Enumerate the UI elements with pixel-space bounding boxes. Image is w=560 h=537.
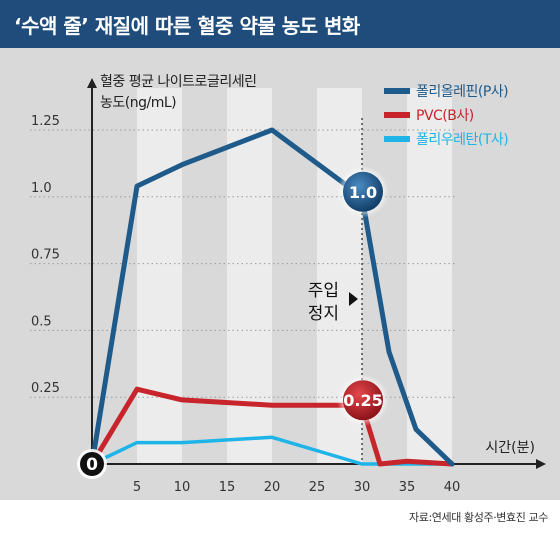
y-tick-label: 1.25 xyxy=(31,114,60,129)
origin-label: 0 xyxy=(86,455,98,475)
x-tick-label: 20 xyxy=(264,480,281,495)
stop-annotation-line1: 주입 xyxy=(308,281,339,301)
stop-arrow-icon xyxy=(349,292,358,306)
y-axis-title-line1: 혈중 평균 나이트로글리세린 xyxy=(100,74,256,90)
source-credit: 자료:연세대 황성주·변효진 교수 xyxy=(409,511,548,524)
tick-labels: 0.25 0.5 0.75 1.0 1.25 5 10 15 20 25 30 35 40 혈중 평균 나… xyxy=(31,74,535,495)
x-tick-label: 15 xyxy=(219,480,236,495)
y-tick-label: 0.75 xyxy=(31,248,60,263)
header-bar: ‘수액 줄’ 재질에 따른 혈중 약물 농도 변화 xyxy=(0,0,560,48)
value-badge xyxy=(343,380,383,421)
y-tick-label: 0.5 xyxy=(31,314,52,329)
legend: 폴리올레핀(P사) PVC(B사) 폴리우레탄(T사) xyxy=(384,84,509,148)
stop-annotation-line2: 정지 xyxy=(308,304,339,324)
x-axis-arrow xyxy=(536,459,546,469)
x-tick-label: 40 xyxy=(444,480,461,495)
series-line xyxy=(89,386,455,467)
y-tick-label: 0.25 xyxy=(31,381,60,396)
y-tick-label: 1.0 xyxy=(31,181,52,196)
series-line xyxy=(89,127,455,467)
page-title: ‘수액 줄’ 재질에 따른 혈중 약물 농도 변화 xyxy=(14,14,360,38)
legend-label: 폴리우레탄(T사) xyxy=(416,132,508,148)
chart-panel xyxy=(0,48,560,500)
y-axis-arrow xyxy=(87,78,97,88)
stripe-band xyxy=(407,88,452,464)
x-tick-label: 25 xyxy=(309,480,326,495)
x-tick-label: 10 xyxy=(174,480,191,495)
legend-label: PVC(B사) xyxy=(416,108,474,124)
legend-label: 폴리올레핀(P사) xyxy=(416,84,508,100)
x-axis-title: 시간(분) xyxy=(485,440,535,456)
value-badge xyxy=(343,171,383,212)
value-badge-label: 1.0 xyxy=(349,183,377,202)
series-lines xyxy=(89,127,455,467)
axes xyxy=(87,78,546,469)
x-tick-label: 5 xyxy=(133,480,141,495)
line-chart: 0.25 0.5 0.75 1.0 1.25 5 10 15 20 25 30 35 40 혈중 평균 나… xyxy=(30,74,546,495)
x-tick-label: 35 xyxy=(399,480,416,495)
value-badge-label: 0.25 xyxy=(343,391,382,410)
x-tick-label: 30 xyxy=(354,480,371,495)
y-axis-title-line2: 농도(ng/mL) xyxy=(100,95,176,111)
stripe-band xyxy=(137,88,182,464)
origin-marker xyxy=(80,452,104,476)
y-gridlines xyxy=(30,129,456,398)
